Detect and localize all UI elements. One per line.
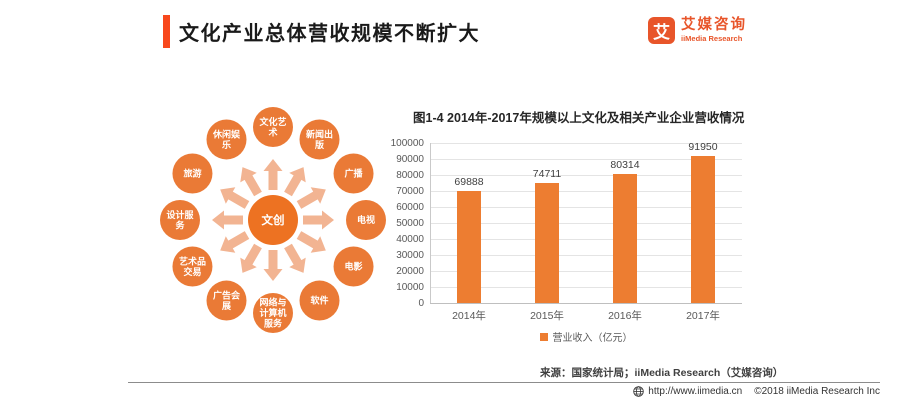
svg-text:旅游: 旅游 bbox=[183, 168, 201, 179]
satellite-广告会展: 广告会展 bbox=[206, 280, 247, 321]
footer-divider bbox=[128, 382, 880, 383]
bar-value-label: 91950 bbox=[688, 140, 718, 153]
y-axis-line bbox=[430, 143, 431, 303]
satellite-软件: 软件 bbox=[299, 280, 340, 321]
satellite-广播: 广播 bbox=[333, 153, 374, 194]
svg-text:休闲娱乐: 休闲娱乐 bbox=[212, 128, 241, 150]
svg-text:新闻出版: 新闻出版 bbox=[306, 128, 333, 150]
chart-plot-area: 69888 74711 80314 91950 bbox=[430, 140, 742, 304]
x-tick-label: 2017年 bbox=[686, 310, 720, 322]
y-tick-label: 50000 bbox=[396, 218, 424, 229]
outward-arrow-icon bbox=[240, 167, 262, 197]
y-tick-label: 60000 bbox=[396, 202, 424, 213]
bar-2014年 bbox=[457, 191, 481, 303]
svg-text:文化艺术: 文化艺术 bbox=[258, 116, 286, 138]
svg-text:广告会展: 广告会展 bbox=[213, 289, 241, 311]
globe-icon bbox=[633, 386, 645, 397]
outward-arrow-icon bbox=[296, 187, 326, 209]
gridline bbox=[430, 191, 742, 192]
svg-text:文创: 文创 bbox=[262, 213, 285, 227]
footer-copyright: ©2018 iiMedia Research Inc bbox=[754, 386, 880, 397]
satellite-电影: 电影 bbox=[333, 246, 374, 287]
outward-arrow-icon bbox=[263, 159, 283, 190]
y-tick-label: 30000 bbox=[396, 250, 424, 261]
page-title: 文化产业总体营收规模不断扩大 bbox=[179, 23, 480, 45]
y-tick-label: 100000 bbox=[390, 138, 424, 149]
x-tick-label: 2015年 bbox=[530, 310, 564, 322]
bar-2017年 bbox=[691, 155, 715, 303]
footer-url[interactable]: http://www.iimedia.cn bbox=[648, 386, 743, 397]
y-tick-label: 10000 bbox=[396, 282, 424, 293]
logo-name-en: iiMedia Research bbox=[681, 34, 743, 43]
gridline bbox=[430, 239, 742, 240]
satellite-网络与计算机服务: 网络与计算机服务 bbox=[253, 293, 293, 333]
gridline bbox=[430, 159, 742, 160]
chart-legend: 营业收入（亿元） bbox=[430, 329, 742, 344]
y-tick-label: 80000 bbox=[396, 170, 424, 181]
outward-arrow-icon bbox=[284, 243, 306, 273]
outward-arrow-icon bbox=[212, 210, 243, 230]
gridline bbox=[430, 223, 742, 224]
y-tick-label: 40000 bbox=[396, 234, 424, 245]
x-tick-label: 2016年 bbox=[608, 310, 642, 322]
legend-swatch bbox=[539, 332, 548, 341]
bar-2015年 bbox=[535, 183, 559, 303]
gridline bbox=[430, 271, 742, 272]
logo-badge-icon: 艾 bbox=[648, 17, 675, 44]
outward-arrow-icon bbox=[240, 243, 262, 273]
svg-text:广播: 广播 bbox=[345, 168, 364, 179]
gridline bbox=[430, 175, 742, 176]
svg-text:网络与计算机服务: 网络与计算机服务 bbox=[259, 297, 286, 329]
gridline bbox=[430, 303, 742, 304]
svg-text:设计服务: 设计服务 bbox=[166, 209, 194, 231]
satellite-文化艺术: 文化艺术 bbox=[253, 107, 293, 147]
satellite-设计服务: 设计服务 bbox=[160, 200, 200, 240]
gridline bbox=[430, 143, 742, 144]
svg-text:软件: 软件 bbox=[310, 295, 328, 306]
outward-arrow-icon bbox=[263, 250, 283, 281]
outward-arrow-icon bbox=[284, 167, 306, 197]
svg-text:艺术品交易: 艺术品交易 bbox=[179, 255, 206, 277]
source-note: 来源：国家统计局；iiMedia Research（艾媒咨询） bbox=[540, 367, 784, 379]
bar-2016年 bbox=[613, 174, 637, 303]
svg-text:电视: 电视 bbox=[357, 214, 375, 225]
title-accent-bar bbox=[163, 15, 170, 48]
satellite-旅游: 旅游 bbox=[172, 153, 213, 194]
satellite-电视: 电视 bbox=[346, 200, 386, 240]
chart-title: 图1-4 2014年-2017年规模以上文化及相关产业企业营收情况 bbox=[413, 111, 745, 125]
bar-value-label: 74711 bbox=[532, 168, 562, 181]
y-tick-label: 70000 bbox=[396, 186, 424, 197]
iimedia-logo: 艾 艾媒咨询 iiMedia Research bbox=[648, 17, 747, 44]
outward-arrow-icon bbox=[220, 187, 250, 209]
x-tick-label: 2014年 bbox=[452, 310, 486, 322]
gridline bbox=[430, 207, 742, 208]
outward-arrow-icon bbox=[220, 231, 250, 253]
gridline bbox=[430, 255, 742, 256]
satellite-艺术品交易: 艺术品交易 bbox=[172, 246, 213, 287]
svg-text:电影: 电影 bbox=[345, 261, 363, 272]
hub-center: 文创 bbox=[248, 195, 298, 245]
outward-arrow-icon bbox=[303, 210, 334, 230]
bar-value-label: 69888 bbox=[454, 176, 484, 189]
satellite-休闲娱乐: 休闲娱乐 bbox=[206, 119, 247, 160]
outward-arrow-icon bbox=[296, 231, 326, 253]
gridline bbox=[430, 287, 742, 288]
y-tick-label: 90000 bbox=[396, 154, 424, 165]
footer: http://www.iimedia.cn ©2018 iiMedia Rese… bbox=[633, 386, 880, 397]
logo-name-cn: 艾媒咨询 bbox=[681, 17, 747, 33]
y-tick-label: 20000 bbox=[396, 266, 424, 277]
bar-value-label: 80314 bbox=[610, 159, 640, 172]
satellite-新闻出版: 新闻出版 bbox=[299, 119, 340, 160]
legend-label: 营业收入（亿元） bbox=[552, 333, 633, 344]
revenue-bar-chart: 图1-4 2014年-2017年规模以上文化及相关产业企业营收情况 69888 7… bbox=[391, 100, 800, 362]
y-tick-label: 0 bbox=[418, 298, 424, 309]
